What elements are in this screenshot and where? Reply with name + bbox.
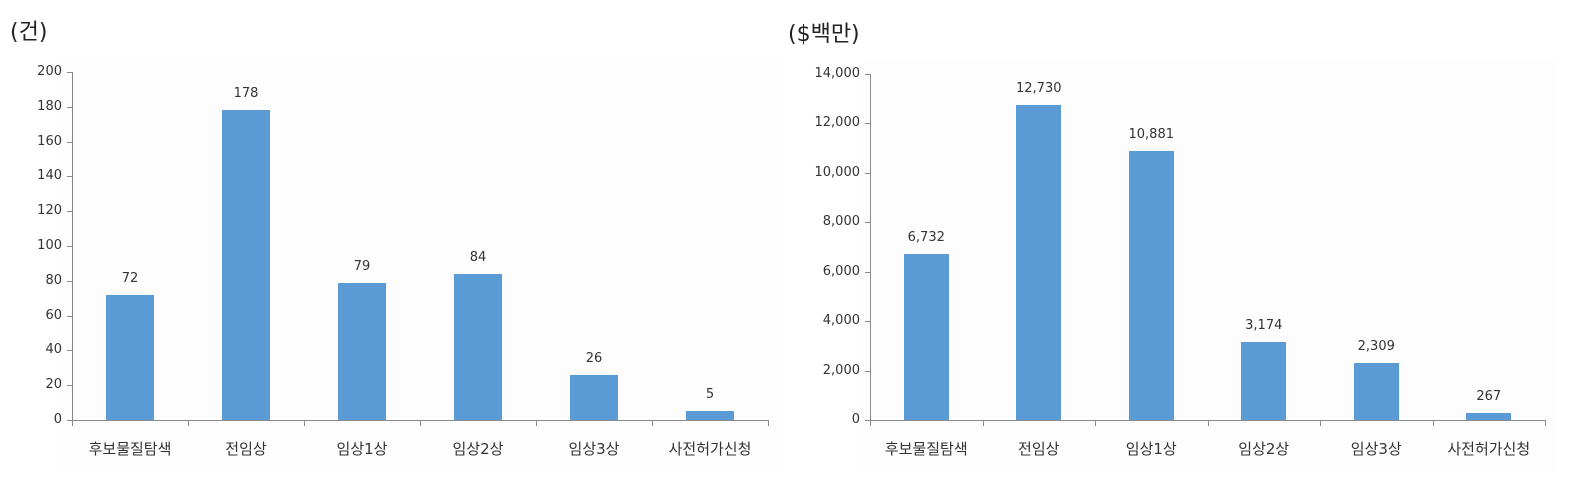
y-tick <box>67 385 73 387</box>
bar <box>1016 105 1062 420</box>
y-tick-label: 40 <box>45 342 62 358</box>
data-label: 72 <box>121 270 139 286</box>
bar <box>1353 362 1399 420</box>
y-tick <box>865 74 871 75</box>
bar <box>1128 151 1174 420</box>
y-axis <box>870 74 871 426</box>
bar <box>570 374 618 420</box>
x-tick-label: 사전허가신청 <box>668 440 752 458</box>
x-tick <box>536 420 537 426</box>
x-tick <box>1320 420 1321 426</box>
x-tick-label: 후보물질탐색 <box>884 440 968 458</box>
y-tick-label: 140 <box>37 168 62 184</box>
x-tick <box>1432 420 1434 426</box>
plot-area <box>62 58 778 470</box>
x-tick <box>1545 420 1546 426</box>
y-tick-label: 12,000 <box>814 115 861 131</box>
y-tick-label: 10,000 <box>814 164 861 180</box>
x-tick-label: 임상2상 <box>452 440 504 458</box>
data-label: 84 <box>469 249 487 265</box>
data-label: 6,732 <box>907 229 945 245</box>
y-tick-label: 80 <box>45 272 62 288</box>
y-tick <box>865 123 871 125</box>
y-tick-label: 200 <box>37 64 62 79</box>
y-axis <box>72 72 73 426</box>
bar <box>1241 341 1287 420</box>
data-label: 12,730 <box>1016 81 1062 97</box>
y-tick-label: 6,000 <box>822 263 860 279</box>
x-tick <box>1095 420 1096 426</box>
x-tick-label: 임상1상 <box>1125 440 1177 458</box>
y-tick-label: 14,000 <box>814 66 861 81</box>
data-label: 5 <box>705 387 715 403</box>
x-tick <box>870 420 871 426</box>
y-tick-label: 100 <box>37 238 62 253</box>
y-tick-label: 160 <box>37 133 62 149</box>
y-tick <box>865 222 871 224</box>
plot-area <box>862 60 1556 470</box>
y-tick <box>67 106 73 108</box>
y-tick-label: 180 <box>37 98 62 114</box>
y-tick-label: 20 <box>45 377 62 393</box>
bar <box>454 273 502 420</box>
y-tick <box>67 246 73 247</box>
x-tick <box>768 420 769 426</box>
y-tick <box>865 271 871 273</box>
y-tick <box>865 321 871 323</box>
y-tick <box>67 280 73 282</box>
y-tick <box>67 176 73 178</box>
x-tick-label: 전임상 <box>225 440 267 458</box>
x-tick <box>420 420 421 426</box>
data-label: 10,881 <box>1128 127 1175 143</box>
x-tick-label: 전임상 <box>1018 440 1060 458</box>
y-tick-label: 8,000 <box>822 214 860 230</box>
data-label: 178 <box>233 86 259 102</box>
y-tick <box>67 315 73 317</box>
y-tick-label: 2,000 <box>822 362 860 378</box>
x-tick <box>1207 420 1209 426</box>
bar <box>222 110 270 420</box>
data-label: 26 <box>585 350 603 366</box>
y-tick <box>67 350 73 352</box>
x-tick-label: 임상3상 <box>1350 440 1402 458</box>
data-label: 267 <box>1476 389 1502 405</box>
y-tick-label: 0 <box>851 412 860 427</box>
x-tick <box>304 420 305 426</box>
x-tick <box>188 420 189 426</box>
x-tick-label: 임상1상 <box>336 440 388 458</box>
y-tick-label: 60 <box>45 307 62 323</box>
y-tick <box>865 420 871 421</box>
y-tick <box>865 370 871 372</box>
data-label: 79 <box>353 258 371 274</box>
x-tick-label: 임상2상 <box>1238 440 1290 458</box>
x-tick-label: 사전허가신청 <box>1447 440 1531 458</box>
x-tick-label: 후보물질탐색 <box>88 440 172 458</box>
bar <box>338 282 386 420</box>
x-tick <box>982 420 984 426</box>
x-tick <box>652 420 653 426</box>
bar <box>903 253 949 420</box>
y-tick <box>67 141 73 143</box>
data-label: 3,174 <box>1245 317 1283 333</box>
data-label: 2,309 <box>1357 338 1395 354</box>
y-tick-label: 4,000 <box>822 313 860 329</box>
y-tick <box>865 172 871 174</box>
unit-label: ($백만) <box>788 22 860 47</box>
x-tick <box>72 420 73 426</box>
bar <box>106 294 154 420</box>
y-tick <box>67 72 73 73</box>
y-tick <box>67 211 73 213</box>
y-tick-label: 0 <box>53 412 62 427</box>
bar <box>686 411 734 420</box>
y-tick-label: 120 <box>37 203 62 219</box>
bar <box>1466 413 1512 420</box>
y-tick <box>67 420 73 421</box>
unit-label: (건) <box>10 20 48 45</box>
x-tick-label: 임상3상 <box>568 440 620 458</box>
